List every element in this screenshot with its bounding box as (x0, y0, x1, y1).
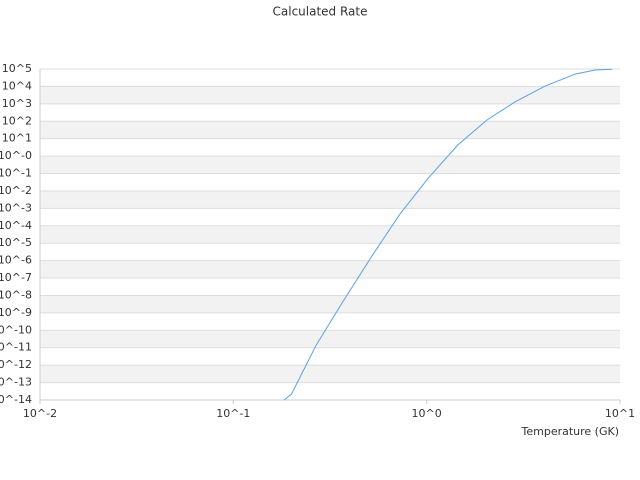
grid-band (40, 260, 620, 279)
grid-band (40, 86, 620, 104)
grid-band (40, 156, 620, 174)
y-tick-label: 10^-11 (0, 341, 32, 354)
y-tick-label: 10^-5 (0, 236, 32, 249)
x-tick-label: 10^-1 (216, 407, 250, 420)
x-axis-label: Temperature (GK) (521, 425, 620, 438)
grid-band (40, 330, 620, 348)
y-tick-label: 10^1 (2, 132, 32, 145)
grid-band (40, 121, 620, 139)
y-tick-label: 10^4 (2, 79, 32, 92)
chart-title: Calculated Rate (273, 5, 368, 19)
y-tick-label: 10^2 (2, 114, 32, 127)
y-tick-label: 10^-0 (0, 149, 32, 162)
y-tick-label: 10^-13 (0, 376, 32, 389)
y-tick-label: 10^-1 (0, 167, 32, 180)
y-tick-label: 10^-7 (0, 271, 32, 284)
x-tick-label: 10^1 (605, 407, 635, 420)
y-tick-label: 10^5 (2, 62, 32, 75)
y-tick-label: 10^-4 (0, 219, 32, 232)
y-tick-label: 10^-3 (0, 201, 32, 214)
grid-band (40, 225, 620, 244)
x-tick-label: 10^0 (412, 407, 442, 420)
y-tick-label: 10^3 (2, 97, 32, 110)
grid-band (40, 365, 620, 383)
grid-band (40, 190, 620, 209)
grid-band (40, 295, 620, 313)
y-tick-label: 10^-6 (0, 254, 32, 267)
y-tick-label: 10^-14 (0, 393, 32, 406)
y-tick-label: 10^-9 (0, 306, 32, 319)
y-tick-label: 10^-10 (0, 323, 32, 336)
data-line (283, 68, 613, 401)
x-tick-label: 10^-2 (23, 407, 57, 420)
y-tick-label: 10^-12 (0, 358, 32, 371)
y-tick-label: 10^-8 (0, 288, 32, 301)
y-tick-label: 10^-2 (0, 184, 32, 197)
